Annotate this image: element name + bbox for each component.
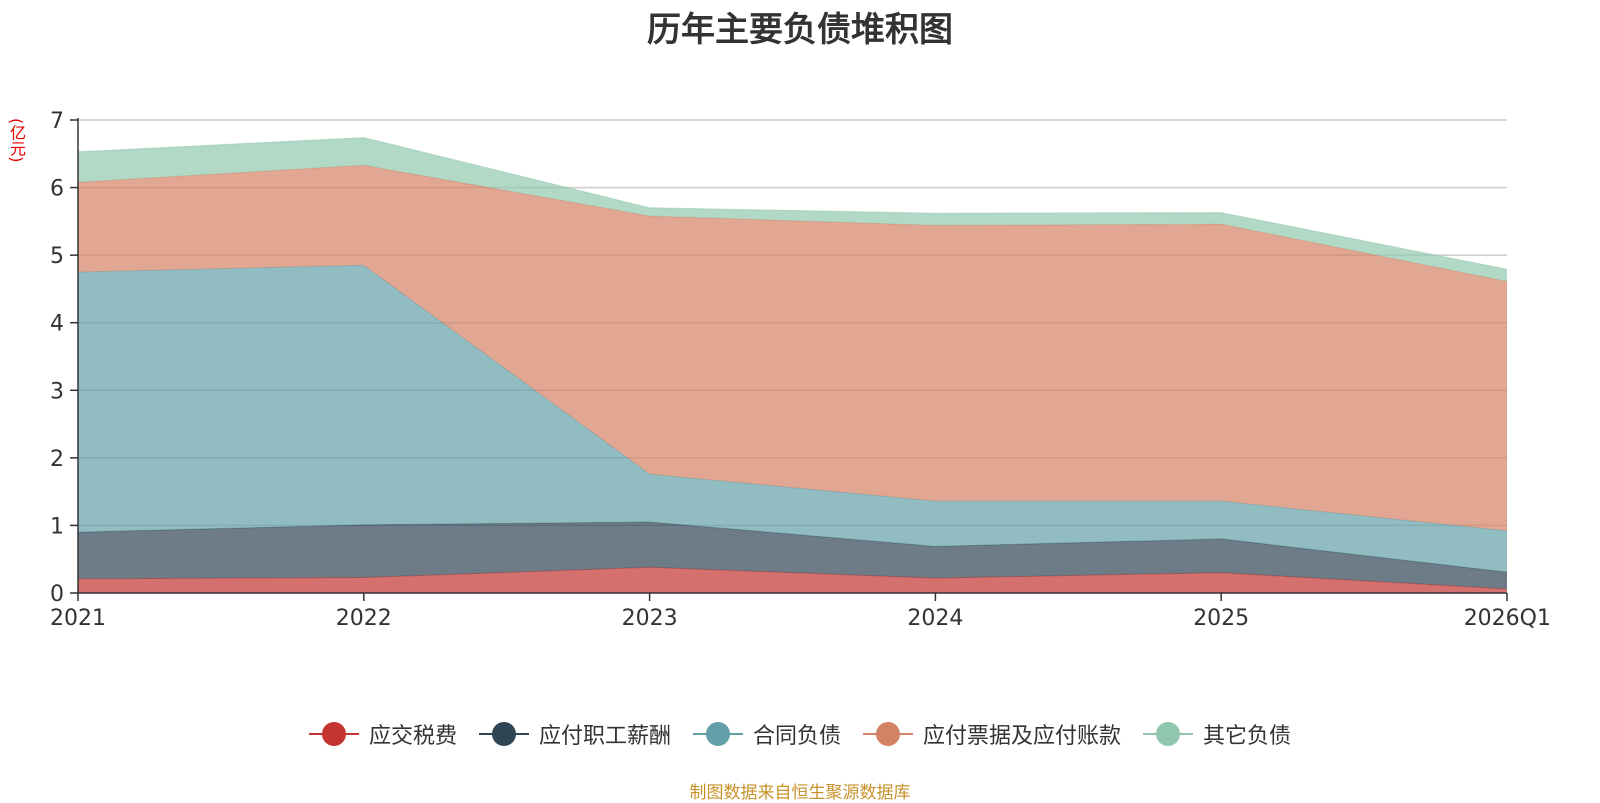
legend-label: 应交税费 (368, 724, 457, 749)
y-tick-label: 1 (50, 514, 64, 539)
y-tick-label: 5 (50, 244, 64, 269)
y-tick-label: 4 (50, 312, 64, 337)
legend-marker-icon (478, 722, 529, 746)
area-series (77, 137, 1508, 593)
legend-marker-icon (1143, 722, 1194, 746)
chart-legend: 应交税费 应付职工薪酬 合同负债 应付票据及应付账款 其它负债 (0, 718, 1600, 750)
x-tick-label: 2025 (1193, 606, 1249, 631)
y-tick-label: 0 (50, 582, 64, 607)
legend-item-1[interactable]: 应付职工薪酬 (478, 718, 671, 750)
y-axis-unit-label: (亿元) (7, 118, 26, 163)
x-tick-label: 2022 (336, 606, 392, 631)
area-series-2 (78, 265, 1507, 573)
chart-title: 历年主要负债堆积图 (647, 10, 953, 50)
legend-item-4[interactable]: 其它负债 (1143, 718, 1291, 750)
x-tick-label: 2024 (907, 606, 963, 631)
legend-marker-icon (692, 722, 743, 746)
legend-label: 其它负债 (1203, 724, 1292, 749)
axes: 0 1 2 3 4 5 6 7 2021 2022 2023 2024 2025 2026Q1 (50, 109, 1551, 631)
legend-marker-icon (863, 722, 913, 746)
area-series-3 (78, 165, 1507, 531)
legend-marker-icon (308, 722, 359, 746)
area-series-1 (78, 522, 1507, 589)
y-tick-label: 7 (50, 109, 64, 134)
legend-item-0[interactable]: 应交税费 (308, 718, 457, 750)
area-edge-4 (77, 137, 1508, 270)
area-edge-0 (77, 566, 1508, 590)
y-tick-label: 3 (50, 379, 64, 404)
data-source-note: 制图数据来自恒生聚源数据库 (689, 783, 911, 803)
legend-label: 合同负债 (752, 724, 841, 749)
area-series-0 (78, 567, 1507, 593)
x-tick-label: 2023 (622, 606, 678, 631)
legend-item-2[interactable]: 合同负债 (692, 718, 841, 750)
x-tick-label: 2026Q1 (1464, 606, 1551, 631)
x-tick-label: 2021 (50, 606, 106, 631)
y-tick-label: 6 (50, 177, 64, 202)
area-series-4 (78, 137, 1507, 282)
legend-item-3[interactable]: 应付票据及应付账款 (863, 718, 1121, 750)
legend-label: 应付职工薪酬 (538, 724, 671, 749)
y-tick-label: 2 (50, 447, 64, 472)
legend-label: 应付票据及应付账款 (923, 724, 1122, 749)
